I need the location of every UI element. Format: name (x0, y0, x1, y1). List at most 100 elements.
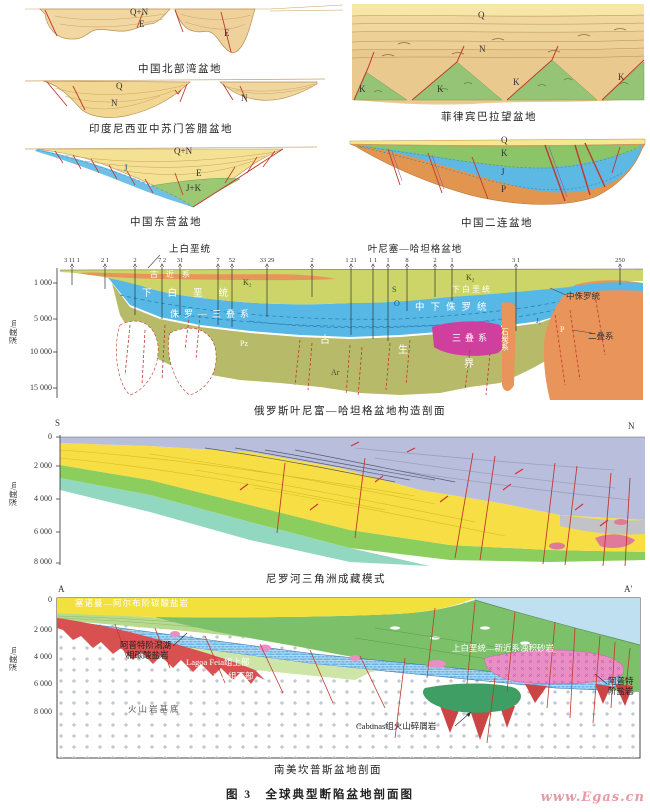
yenisei-shapes (59, 254, 644, 400)
sumatra-shapes (24, 78, 326, 118)
campos-label-volcanic-basement: 火山岩基底 (128, 704, 181, 714)
campos-shapes (56, 597, 641, 759)
sumatra-label-n2: N (241, 93, 248, 103)
yenisei-label-pz: Pz (240, 339, 248, 348)
yenisei-label-paleozoic-3: 界 (464, 359, 474, 370)
nile-tick-4000: 4 000 (34, 494, 52, 503)
yenisei-tick-1000: 1 000 (34, 278, 52, 287)
beibuwan-shapes (25, 4, 344, 54)
palawan-label-k3: K (513, 77, 520, 87)
svg-text:3 11 1: 3 11 1 (64, 257, 80, 264)
figure-caption: 图 3 全球典型断陷盆地剖面图 (225, 789, 415, 801)
nile-tick-2000: 2 000 (34, 461, 52, 470)
nile-section-drawing (56, 435, 645, 567)
dongying-label-e: E (196, 168, 202, 178)
svg-text:1: 1 (386, 257, 389, 264)
yenisei-tick-15000: 15 000 (30, 383, 52, 392)
nile-shapes (59, 436, 645, 567)
erlian-label-j: J (501, 167, 505, 177)
sumatra-label-n1: N (111, 98, 118, 108)
yenisei-label-triassic: 三叠系 (452, 333, 492, 343)
yenisei-axis-label: 深度/m (9, 319, 18, 345)
beibuwan-label-qn: Q+N (130, 7, 149, 17)
palawan-shapes (351, 4, 645, 105)
yenisei-well-numbers: 3 11 1 2 1 2 7 2 31 7 52 33 29 2 1 21 1 … (64, 257, 625, 264)
palawan-label-k2: K (437, 84, 444, 94)
erlian-label-k: K (501, 148, 508, 158)
yenisei-caption: 俄罗斯叶尼富—哈坦格盆地构造剖面 (254, 406, 446, 417)
yenisei-label-o: O (394, 299, 400, 308)
beibuwan-label-e2: E (224, 28, 230, 38)
yenisei-label-carboniferous: 石炭系 (500, 328, 510, 351)
svg-text:3 1: 3 1 (512, 257, 520, 264)
yenisei-label-permian: 二叠系 (588, 331, 614, 341)
campos-label-turbidite: 上白垩统—新近系浊积砂岩 (452, 643, 555, 653)
svg-text:7: 7 (216, 257, 220, 264)
campos-tick-0: 0 (48, 595, 52, 604)
erlian-label-p: P (501, 184, 507, 194)
sumatra-caption: 印度尼西亚中苏门答腊盆地 (89, 124, 233, 135)
dongying-label-qn: Q+N (174, 146, 193, 156)
svg-text:33 29: 33 29 (260, 257, 275, 264)
sumatra-label-q: Q (116, 81, 123, 91)
svg-text:7 2: 7 2 (158, 257, 166, 264)
nile-tick-6000: 6 000 (34, 527, 52, 536)
yenisei-label-lower-cret-right: 下白垩统 (452, 285, 492, 294)
yenisei-label-mid-jurassic: 中侏罗统 (566, 291, 601, 301)
nile-axis-label: 深度/m (9, 481, 18, 507)
svg-text:8: 8 (405, 257, 408, 264)
campos-label-aptian-lagoon-1: 阿普特阶潟湖 (120, 640, 172, 650)
campos-section-drawing (56, 597, 641, 759)
campos-label-lagoa-lower: Lagoa Feia组下部 (190, 671, 254, 681)
yenisei-label-k2-left: K₂ (243, 278, 252, 287)
campos-tick-6000: 6 000 (34, 679, 52, 688)
dongying-label-jk: J+K (186, 183, 202, 193)
yenisei-label-jurassic-triassic: 侏罗—三叠系 (170, 309, 255, 319)
nile-tick-8000: 8 000 (34, 557, 52, 566)
erlian-shapes (349, 138, 646, 205)
dongying-label-j: J (124, 163, 128, 173)
yenisei-label-p: P (560, 325, 565, 334)
yenisei-depth-axis (53, 268, 58, 398)
beibuwan-section-drawing (25, 4, 344, 54)
campos-tick-8000: 8 000 (34, 707, 52, 716)
campos-label-lagoa-upper: Lagoa Feia组上部 (186, 657, 250, 667)
yenisei-tick-5000: 5 000 (34, 314, 52, 323)
svg-text:1: 1 (450, 257, 453, 264)
palawan-caption: 菲律宾巴拉望盆地 (441, 112, 537, 123)
svg-text:2: 2 (433, 257, 436, 264)
svg-text:1 21: 1 21 (345, 257, 356, 264)
svg-text:2: 2 (133, 257, 136, 264)
erlian-label-q: Q (501, 135, 508, 145)
dongying-shapes (24, 146, 318, 208)
palawan-label-n: N (479, 44, 486, 54)
watermark: www.Egas.cn (540, 790, 645, 805)
erlian-section-drawing (349, 138, 646, 205)
campos-label-a-prime: A′ (624, 584, 633, 594)
campos-label-a: A (58, 584, 65, 594)
campos-label-aptian-salt-1: 阿普特 (608, 676, 634, 686)
palawan-section-drawing (351, 4, 645, 105)
yenisei-label-paleozoic-1: 古 (320, 335, 330, 346)
yenisei-label-ar: Ar (331, 368, 340, 377)
campos-axis-label: 深度/m (9, 646, 18, 672)
yenisei-tick-10000: 10 000 (30, 347, 52, 356)
yenisei-label-k2-right: K₂ (466, 273, 475, 282)
beibuwan-caption: 中国北部湾盆地 (138, 64, 222, 75)
dongying-caption: 中国东营盆地 (130, 217, 202, 228)
nile-caption: 尼罗河三角洲成藏模式 (266, 574, 386, 585)
yenisei-section-drawing: 3 11 1 2 1 2 7 2 31 7 52 33 29 2 1 21 1 … (53, 254, 644, 400)
svg-text:250: 250 (615, 257, 625, 264)
nile-tick-0: 0 (48, 432, 52, 441)
beibuwan-label-e1: E (139, 19, 145, 29)
campos-label-cenomanian: 塞诺曼—阿尔布阶碳酸盐岩 (75, 598, 190, 608)
svg-text:31: 31 (177, 257, 184, 264)
yenisei-label-s: S (392, 285, 397, 294)
dongying-section-drawing (24, 146, 318, 208)
campos-label-aptian-lagoon-2: 相碳酸盐岩 (126, 650, 169, 660)
svg-text:52: 52 (229, 257, 236, 264)
svg-text:1 1: 1 1 (369, 257, 377, 264)
campos-label-aptian-salt-2: 阶盐岩 (608, 686, 634, 696)
yenisei-label-paleogene: 古近系 (150, 270, 198, 279)
